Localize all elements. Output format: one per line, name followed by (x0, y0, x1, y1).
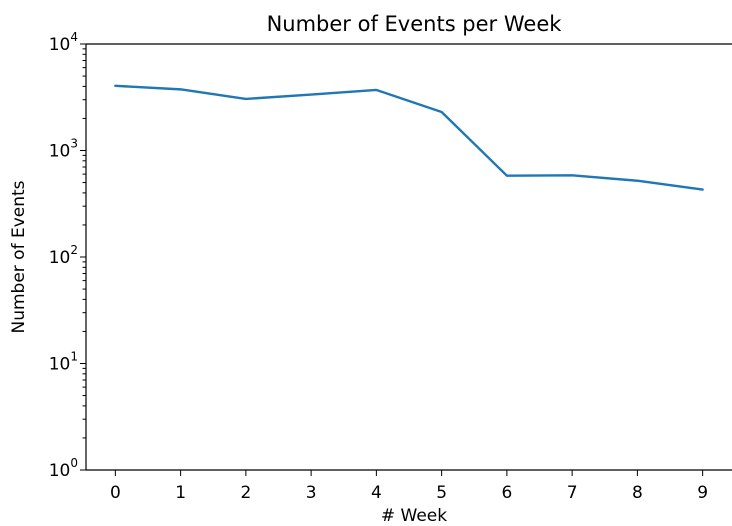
x-tick-label: 3 (306, 483, 317, 503)
y-axis-label: Number of Events (9, 180, 29, 333)
x-axis-label: # Week (381, 506, 447, 526)
x-tick-label: 5 (436, 483, 447, 503)
chart-title: Number of Events per Week (267, 12, 563, 36)
x-tick-label: 8 (632, 483, 643, 503)
y-tick-base: 10 (49, 35, 71, 55)
y-tick-exponent: 4 (70, 30, 78, 44)
y-tick-label: 101 (49, 350, 78, 375)
y-tick-base: 10 (49, 248, 71, 268)
x-tick-label: 4 (371, 483, 382, 503)
x-tick-label: 1 (175, 483, 186, 503)
x-tick-label: 2 (240, 483, 251, 503)
y-tick-label: 103 (49, 137, 78, 162)
x-tick-label: 0 (110, 483, 121, 503)
y-tick-exponent: 1 (70, 350, 78, 364)
y-tick-exponent: 0 (70, 456, 78, 470)
y-tick-label: 100 (49, 456, 78, 481)
y-tick-base: 10 (49, 142, 71, 162)
y-tick-exponent: 3 (70, 137, 78, 151)
series-layer (114, 84, 704, 191)
y-tick-base: 10 (49, 461, 71, 481)
y-tick-exponent: 2 (70, 243, 78, 257)
y-tick-label: 104 (49, 30, 78, 55)
x-tick-label: 6 (501, 483, 512, 503)
x-tick-label: 9 (697, 483, 708, 503)
x-tick-label: 7 (567, 483, 578, 503)
y-tick-label: 102 (49, 243, 78, 268)
y-tick-base: 10 (49, 355, 71, 375)
series-line (114, 84, 704, 191)
